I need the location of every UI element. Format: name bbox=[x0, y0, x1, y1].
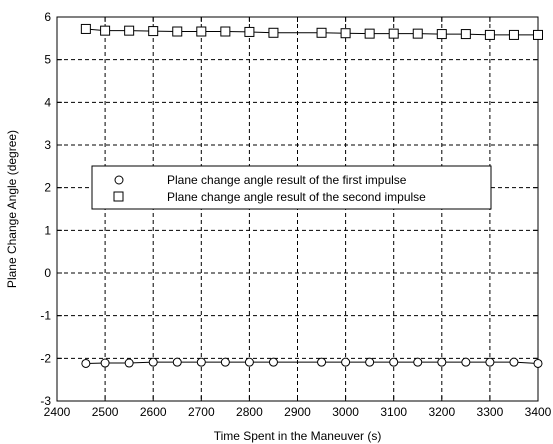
x-tick-label: 3100 bbox=[380, 405, 407, 419]
data-point-square bbox=[196, 26, 207, 37]
y-tick-label: -3 bbox=[40, 394, 51, 408]
y-tick-label: 3 bbox=[44, 138, 51, 152]
x-tick-label: 2800 bbox=[236, 405, 263, 419]
data-point-square bbox=[316, 27, 327, 38]
legend-marker-circle bbox=[114, 175, 124, 185]
data-point-square bbox=[388, 28, 399, 39]
data-point-circle bbox=[437, 357, 447, 367]
data-point-circle bbox=[485, 357, 495, 367]
x-tick-label: 2900 bbox=[284, 405, 311, 419]
data-point-circle bbox=[509, 357, 519, 367]
data-point-circle bbox=[244, 357, 254, 367]
legend-marker-square bbox=[113, 191, 124, 202]
data-point-circle bbox=[220, 357, 230, 367]
data-point-square bbox=[80, 23, 91, 34]
data-point-circle bbox=[533, 358, 543, 368]
x-tick-label: 3300 bbox=[477, 405, 504, 419]
legend-box bbox=[91, 165, 492, 210]
data-point-circle bbox=[461, 357, 471, 367]
data-point-square bbox=[124, 25, 135, 36]
data-point-square bbox=[172, 26, 183, 37]
x-tick-label: 3200 bbox=[428, 405, 455, 419]
data-point-circle bbox=[148, 357, 158, 367]
legend: Plane change angle result of the first i… bbox=[91, 165, 492, 210]
data-point-circle bbox=[100, 358, 110, 368]
data-point-square bbox=[244, 26, 255, 37]
x-tick-label: 3400 bbox=[525, 405, 552, 419]
x-tick-label: 2400 bbox=[44, 405, 71, 419]
y-tick-label: -2 bbox=[40, 351, 51, 365]
y-tick-label: 2 bbox=[44, 181, 51, 195]
y-tick-label: 5 bbox=[44, 53, 51, 67]
data-point-circle bbox=[268, 357, 278, 367]
data-point-circle bbox=[365, 357, 375, 367]
x-tick-label: 2500 bbox=[92, 405, 119, 419]
data-point-square bbox=[460, 29, 471, 40]
data-point-square bbox=[436, 29, 447, 40]
data-point-square bbox=[220, 26, 231, 37]
data-point-circle bbox=[389, 357, 399, 367]
x-tick-label: 3000 bbox=[332, 405, 359, 419]
data-point-square bbox=[148, 26, 159, 37]
data-point-circle bbox=[413, 357, 423, 367]
y-tick-label: 4 bbox=[44, 95, 51, 109]
data-point-square bbox=[412, 28, 423, 39]
data-point-square bbox=[340, 28, 351, 39]
y-tick-label: -1 bbox=[40, 309, 51, 323]
y-tick-label: 1 bbox=[44, 223, 51, 237]
legend-label-first-impulse: Plane change angle result of the first i… bbox=[167, 173, 407, 187]
x-tick-label: 2600 bbox=[140, 405, 167, 419]
data-point-square bbox=[364, 28, 375, 39]
data-point-circle bbox=[196, 357, 206, 367]
data-point-square bbox=[533, 29, 543, 40]
data-point-circle bbox=[81, 358, 91, 368]
data-point-square bbox=[484, 29, 495, 40]
series-layer bbox=[80, 23, 543, 368]
data-point-circle bbox=[341, 357, 351, 367]
data-point-circle bbox=[317, 357, 327, 367]
data-point-circle bbox=[172, 357, 182, 367]
y-tick-label: 6 bbox=[44, 10, 51, 24]
legend-label-second-impulse: Plane change angle result of the second … bbox=[167, 190, 426, 204]
axis-ticks: 2400 2500 2600 2700 2800 2900 3000 3100 3200 3300… bbox=[40, 10, 551, 419]
data-point-square bbox=[100, 25, 111, 36]
y-axis-label: Plane Change Angle (degree) bbox=[5, 130, 19, 288]
x-tick-label: 2700 bbox=[188, 405, 215, 419]
data-point-square bbox=[508, 29, 519, 40]
x-axis-label: Time Spent in the Maneuver (s) bbox=[214, 429, 382, 443]
y-tick-label: 0 bbox=[44, 266, 51, 280]
data-point-circle bbox=[124, 358, 134, 368]
data-point-square bbox=[268, 27, 279, 38]
